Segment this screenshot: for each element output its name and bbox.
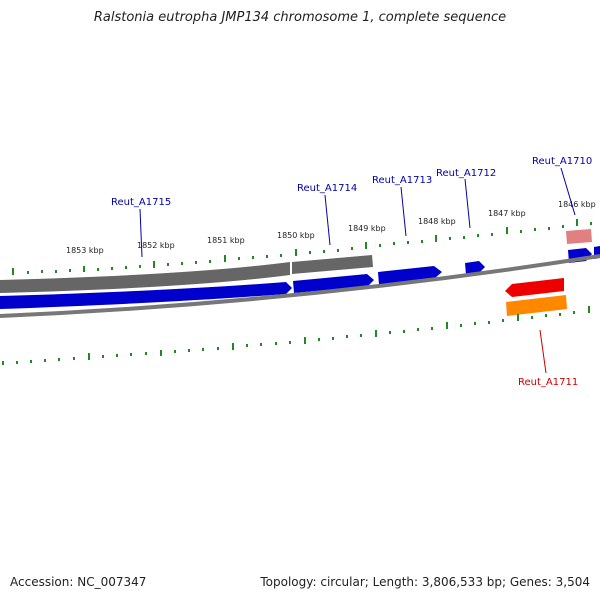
scale-label-1851: 1851 kbp xyxy=(207,236,245,245)
gene-label-reut-a1714: Reut_A1714 xyxy=(297,183,357,194)
gene-label-reut-a1710: Reut_A1710 xyxy=(532,156,592,167)
gene-label-reut-a1711: Reut_A1711 xyxy=(518,377,578,388)
leader-reut-a1710 xyxy=(560,167,576,216)
reverse-features[interactable] xyxy=(505,229,592,316)
scale-label-1846: 1846 kbp xyxy=(558,200,596,209)
orange-feature-reut-a1711 xyxy=(506,295,567,316)
gene-track xyxy=(0,255,373,293)
leader-reut-a1715 xyxy=(139,208,143,258)
cds-arrow-reut-a1714 xyxy=(293,274,374,293)
red-feature-reut-a1711 xyxy=(505,278,564,297)
leader-reut-a1714 xyxy=(324,194,331,246)
scale-label-1847: 1847 kbp xyxy=(488,209,526,218)
scale-label-1850: 1850 kbp xyxy=(277,231,315,240)
leader-reut-a1711 xyxy=(539,329,547,374)
gene-label-reut-a1713: Reut_A1713 xyxy=(372,175,432,186)
outer-tick-ring xyxy=(12,219,592,275)
gene-labels[interactable]: Reut_A1715 Reut_A1714 Reut_A1713 Reut_A1… xyxy=(111,156,592,388)
cds-arrow-reut-a1715 xyxy=(0,282,292,309)
leader-reut-a1713 xyxy=(400,186,407,237)
genome-summary: Topology: circular; Length: 3,806,533 bp… xyxy=(260,575,590,589)
label-leaders xyxy=(139,167,576,374)
scale-label-1848: 1848 kbp xyxy=(418,217,456,226)
gene-label-reut-a1712: Reut_A1712 xyxy=(436,168,496,179)
pink-feature-reut-a1710 xyxy=(566,229,592,244)
gene-segment-right xyxy=(292,255,373,274)
scale-label-1853: 1853 kbp xyxy=(66,246,104,255)
scale-labels: 1853 kbp 1852 kbp 1851 kbp 1850 kbp 1849… xyxy=(66,200,596,255)
map-title: Ralstonia eutropha JMP134 chromosome 1, … xyxy=(93,10,507,25)
gene-segment-left xyxy=(0,262,290,293)
accession-text: Accession: NC_007347 xyxy=(10,575,147,589)
inner-tick-ring xyxy=(2,306,590,365)
scale-label-1849: 1849 kbp xyxy=(348,224,386,233)
cds-arrow-reut-a1713 xyxy=(378,266,442,285)
leader-reut-a1712 xyxy=(464,178,471,229)
scale-label-1852: 1852 kbp xyxy=(137,241,175,250)
chromosome-backbone xyxy=(0,254,600,318)
gene-label-reut-a1715: Reut_A1715 xyxy=(111,197,171,208)
